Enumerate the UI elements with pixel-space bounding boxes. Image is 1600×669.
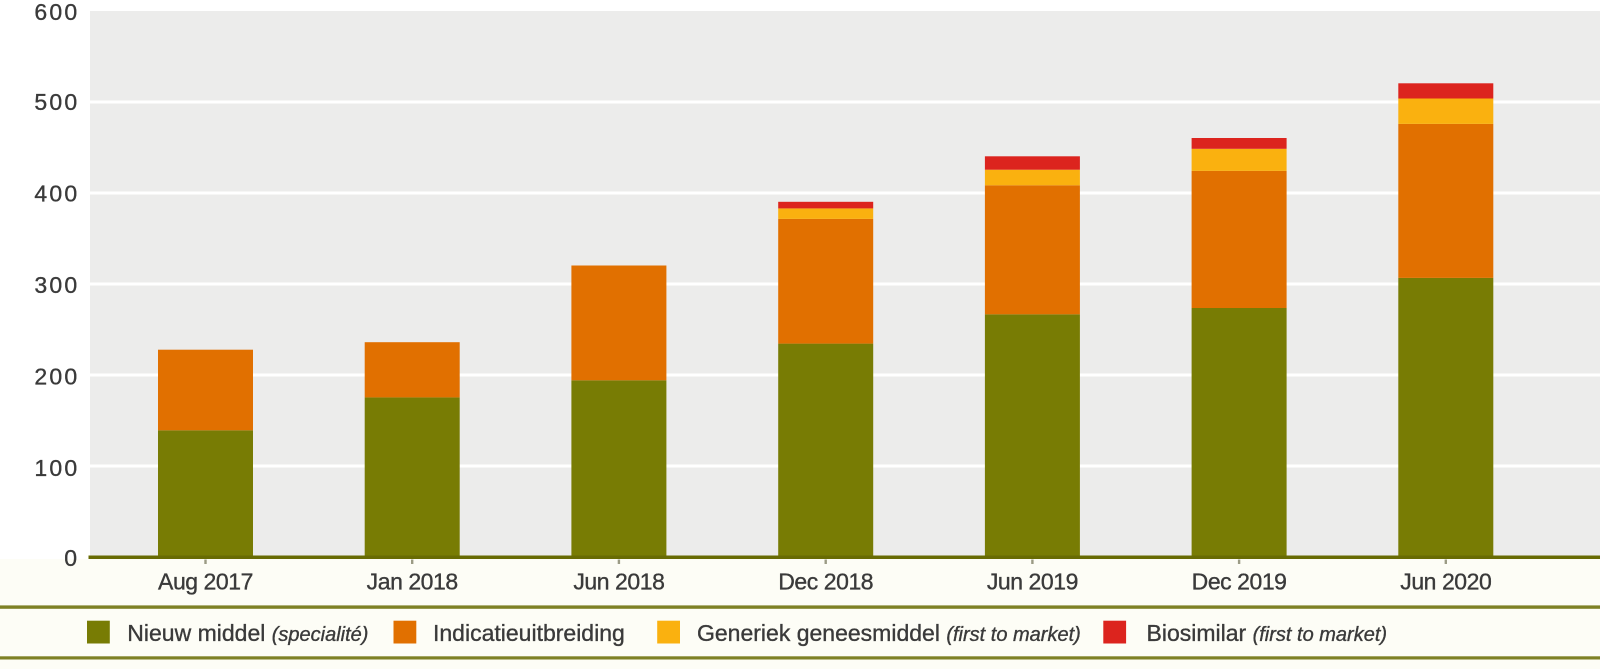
svg-text:Dec 2018: Dec 2018 xyxy=(778,569,873,595)
svg-text:300: 300 xyxy=(34,272,79,298)
svg-text:Jun 2020: Jun 2020 xyxy=(1400,569,1491,595)
svg-text:Biosimilar (first to market): Biosimilar (first to market) xyxy=(1147,620,1388,646)
svg-text:Jun 2018: Jun 2018 xyxy=(573,569,664,595)
svg-text:200: 200 xyxy=(34,363,79,389)
svg-text:Jun 2019: Jun 2019 xyxy=(987,569,1078,595)
svg-text:Dec 2019: Dec 2019 xyxy=(1192,569,1287,595)
svg-text:Jan 2018: Jan 2018 xyxy=(367,569,458,595)
svg-text:600: 600 xyxy=(34,0,79,25)
svg-text:Aug 2017: Aug 2017 xyxy=(158,569,253,595)
svg-text:500: 500 xyxy=(34,89,79,115)
svg-text:Generiek geneesmiddel (first t: Generiek geneesmiddel (first to market) xyxy=(697,620,1081,646)
svg-text:Nieuw middel (specialité): Nieuw middel (specialité) xyxy=(127,620,368,646)
svg-text:400: 400 xyxy=(34,181,79,207)
svg-text:Indicatieuitbreiding: Indicatieuitbreiding xyxy=(433,620,625,646)
svg-text:0: 0 xyxy=(64,545,79,571)
svg-text:100: 100 xyxy=(34,455,79,481)
